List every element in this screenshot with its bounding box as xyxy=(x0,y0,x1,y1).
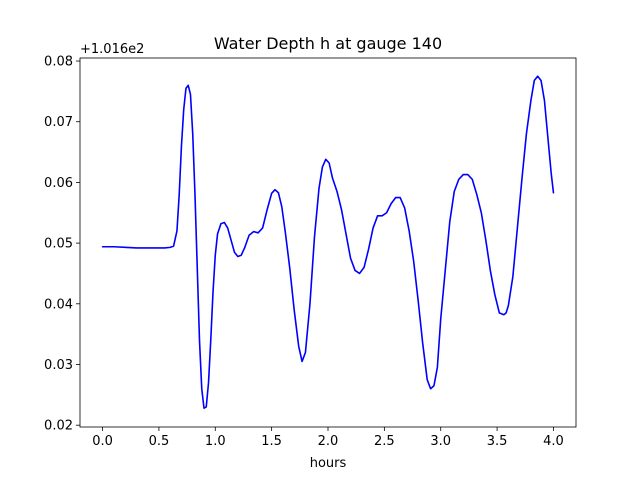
x-tick-label: 0.0 xyxy=(92,434,113,449)
chart-title: Water Depth h at gauge 140 xyxy=(214,34,442,53)
y-tick-label: 0.06 xyxy=(44,176,73,191)
x-tick-label: 3.5 xyxy=(487,434,508,449)
x-tick-label: 2.5 xyxy=(374,434,395,449)
y-tick-label: 0.03 xyxy=(44,358,73,373)
data-line-series-0 xyxy=(101,75,555,409)
y-offset-text: +1.016e2 xyxy=(80,42,144,57)
x-tick-label: 0.5 xyxy=(149,434,170,449)
y-tick-label: 0.04 xyxy=(44,297,73,312)
x-axis-label: hours xyxy=(310,456,347,471)
y-tick-label: 0.02 xyxy=(44,419,73,434)
x-tick-label: 3.0 xyxy=(430,434,451,449)
plot-frame xyxy=(79,57,577,428)
x-tick-label: 4.0 xyxy=(543,434,564,449)
x-tick-label: 1.5 xyxy=(261,434,282,449)
x-tick-label: 1.0 xyxy=(205,434,226,449)
y-tick-label: 0.07 xyxy=(44,115,73,130)
y-tick-label: 0.05 xyxy=(44,237,73,252)
x-tick-label: 2.0 xyxy=(318,434,339,449)
y-tick-label: 0.08 xyxy=(44,55,73,70)
